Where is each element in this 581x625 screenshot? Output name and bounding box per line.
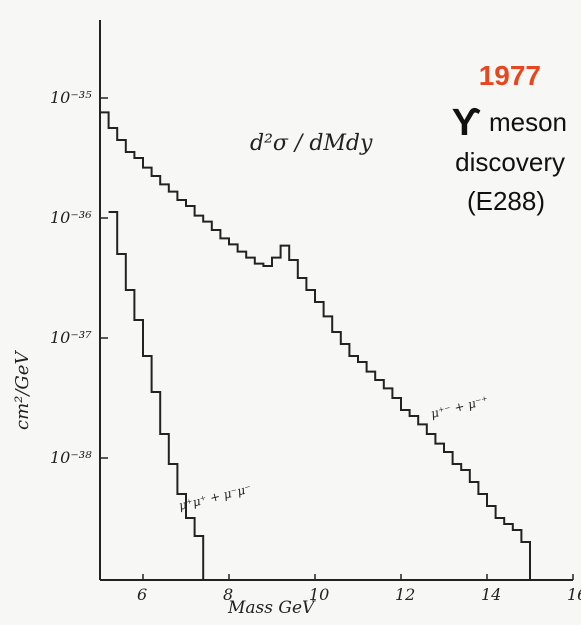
series-same-sign-histogram xyxy=(108,211,205,580)
y-axis-label: cm²/GeV xyxy=(12,350,33,430)
x-tick-label: 10 xyxy=(309,585,329,604)
x-tick-label: 12 xyxy=(395,585,415,604)
x-axis-label: Mass GeV xyxy=(227,598,316,618)
y-tick-label: 10⁻³⁵ xyxy=(50,88,92,107)
experiment-label: (E288) xyxy=(466,186,545,216)
y-tick-label: 10⁻³⁷ xyxy=(50,328,92,347)
series-label-same: μ⁺μ⁺ + μ⁻μ⁻ xyxy=(177,481,252,513)
series-group xyxy=(100,111,531,580)
y-tick-label: 10⁻³⁸ xyxy=(50,448,92,467)
year-label: 1977 xyxy=(478,60,541,91)
y-tick-label: 10⁻³⁶ xyxy=(50,208,92,227)
ticks: 6 8 10 12 14 16 10⁻³⁵ 10⁻³⁶ 10⁻³⁷ 10⁻³⁸ xyxy=(50,88,581,604)
x-tick-label: 14 xyxy=(481,585,501,604)
x-tick-label: 16 xyxy=(567,585,581,604)
formula-label: d²σ / dMdy xyxy=(250,131,373,156)
x-tick-label: 8 xyxy=(223,585,233,604)
discovery-label: discovery xyxy=(455,147,565,177)
series-opposite-sign-histogram xyxy=(100,111,531,580)
series-label-opposite: μ⁺⁻ + μ⁻⁺ xyxy=(429,393,489,421)
x-tick-label: 6 xyxy=(137,585,147,604)
upsilon-symbol: ϒ xyxy=(451,102,481,144)
meson-word: meson xyxy=(488,107,567,137)
